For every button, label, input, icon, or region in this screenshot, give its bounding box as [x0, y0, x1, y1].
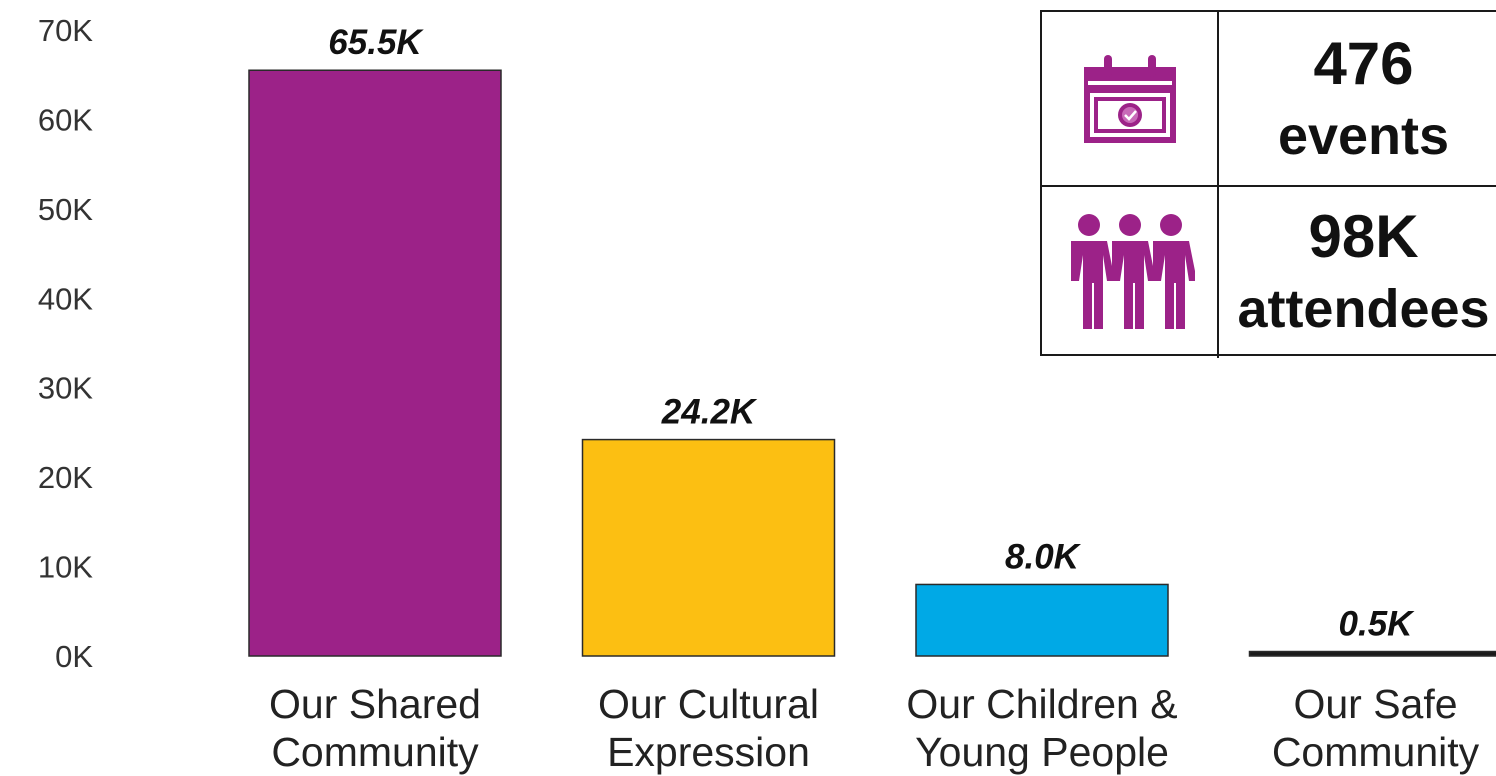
stat-row-events: 476 events: [1042, 12, 1496, 187]
bar: [248, 69, 502, 657]
category-label: Our Shared: [269, 681, 481, 727]
bar: [581, 438, 836, 657]
events-label: events: [1277, 106, 1450, 166]
attendees-count: 98K: [1308, 203, 1419, 270]
y-tick-label: 30K: [38, 371, 93, 406]
category-label: Expression: [607, 729, 810, 775]
bars: [248, 69, 1496, 657]
bar: [915, 583, 1169, 657]
data-labels: 65.5K 24.2K 8.0K 0.5K: [328, 23, 1415, 643]
y-axis-ticks: 0K 10K 20K 30K 40K 50K 60K 70K: [38, 13, 93, 674]
category-label: Community: [1272, 729, 1480, 775]
category-label: Our Cultural: [598, 681, 819, 727]
data-label: 24.2K: [661, 393, 758, 432]
y-tick-label: 50K: [38, 192, 93, 227]
y-tick-label: 70K: [38, 13, 93, 48]
y-tick-label: 10K: [38, 550, 93, 585]
category-label: Our Children &: [906, 681, 1177, 727]
category-label: Community: [271, 729, 479, 775]
y-tick-label: 20K: [38, 460, 93, 495]
y-tick-label: 60K: [38, 102, 93, 137]
data-label: 65.5K: [328, 23, 424, 62]
data-label: 8.0K: [1005, 537, 1082, 576]
stat-row-attendees: 98K attendees: [1042, 185, 1496, 358]
stats-table: 476 events 98K attendees: [1040, 10, 1496, 358]
calendar-icon: [1083, 54, 1176, 143]
category-label: Our Safe: [1293, 681, 1457, 727]
bar: [1248, 650, 1496, 657]
y-tick-label: 40K: [38, 281, 93, 316]
people-icon: [1070, 213, 1195, 329]
category-label: Young People: [915, 729, 1169, 775]
y-tick-label: 0K: [55, 639, 93, 674]
data-label: 0.5K: [1339, 605, 1416, 644]
attendees-label: attendees: [1237, 279, 1490, 339]
events-count: 476: [1313, 30, 1414, 97]
